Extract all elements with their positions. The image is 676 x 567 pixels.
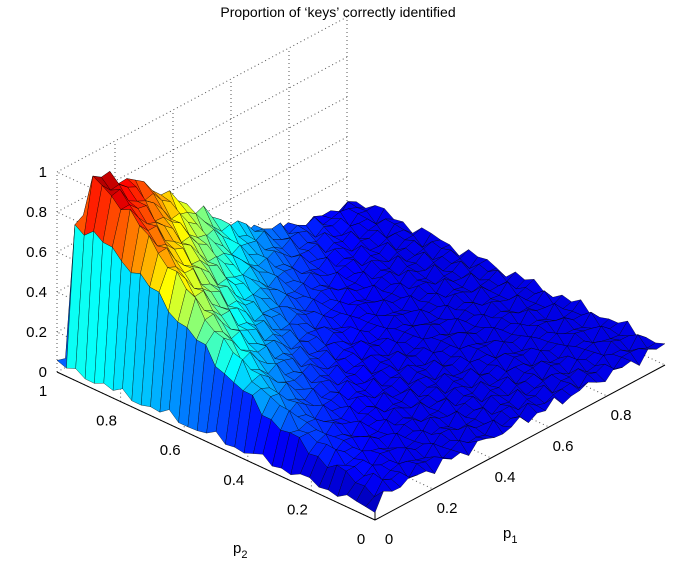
x-tick-label: 0.2 xyxy=(437,500,458,517)
x-axis-label-main: p xyxy=(503,525,511,542)
y-axis-label-main: p xyxy=(233,540,241,557)
z-tick-label: 0.6 xyxy=(26,244,47,261)
tick-labels: 0 0.2 0.4 0.6 0.8 1 0 0.2 0.4 0.6 0.8 0 0.2 0.4 0.6 0.8… xyxy=(26,164,631,548)
axis-labels: p1 p2 xyxy=(233,525,517,561)
y-axis-label: p2 xyxy=(233,540,247,561)
z-tick-label: 0.4 xyxy=(26,284,47,301)
y-axis-line xyxy=(56,371,376,521)
z-tick-label: 0.2 xyxy=(26,324,47,341)
z-tick-label: 0.8 xyxy=(26,204,47,221)
z-tick-label: 1 xyxy=(39,164,47,181)
surface-patch xyxy=(365,490,384,513)
x-axis-line xyxy=(374,364,666,521)
y-tick-label: 1 xyxy=(39,383,47,400)
grid-line xyxy=(56,56,348,213)
z-tick-label: 0 xyxy=(39,364,47,381)
grid-line xyxy=(56,16,348,173)
x-axis-label: p1 xyxy=(503,525,517,546)
y-tick-label: 0.8 xyxy=(96,413,117,430)
x-tick-label: 0.8 xyxy=(611,407,632,424)
chart-title: Proportion of ‘keys’ correctly identifie… xyxy=(220,4,456,20)
y-axis-label-sub: 2 xyxy=(241,549,247,561)
y-tick-label: 0.4 xyxy=(223,472,244,489)
surface-mesh xyxy=(56,170,666,513)
x-axis-label-sub: 1 xyxy=(511,534,517,546)
x-tick-label: 0 xyxy=(385,531,393,548)
x-tick-label: 0.6 xyxy=(553,438,574,455)
y-tick-label: 0.2 xyxy=(287,501,308,518)
y-tick-label: 0 xyxy=(357,531,365,548)
grid-line xyxy=(56,96,348,253)
y-tick-label: 0.6 xyxy=(160,442,181,459)
x-tick-label: 0.4 xyxy=(495,469,516,486)
